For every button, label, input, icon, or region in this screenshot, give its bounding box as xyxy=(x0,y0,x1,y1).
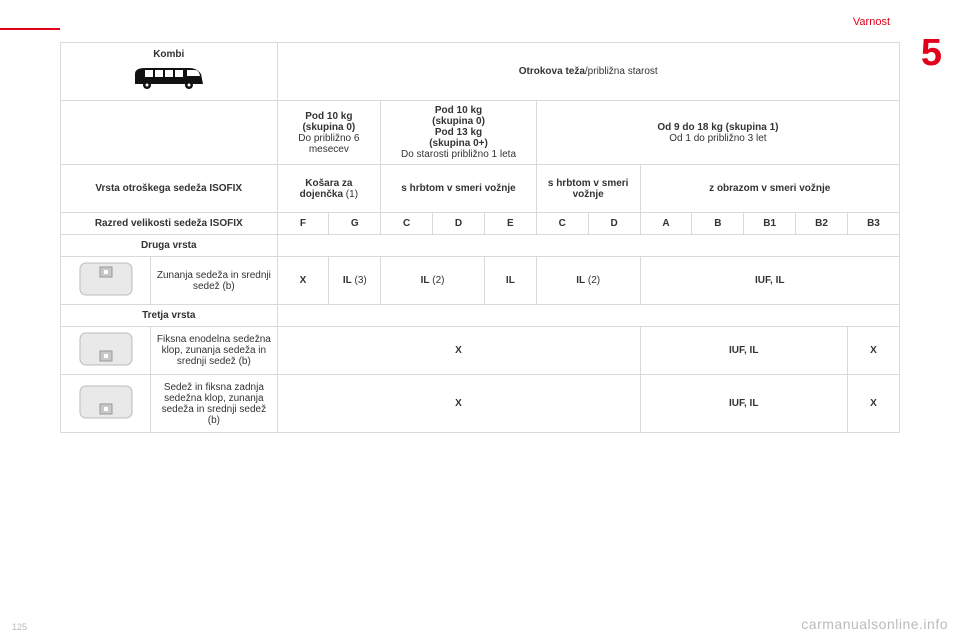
row3b-c1: X xyxy=(277,375,640,433)
row2-c6: IUF, IL xyxy=(640,257,899,305)
row2-data: Zunanja sedeža in srednji sedež (b) X IL… xyxy=(61,257,900,305)
row3b-data: Sedež in fiksna zadnja sedežna klop, zun… xyxy=(61,375,900,433)
g2-l5: Do starosti približno 1 leta xyxy=(385,149,532,160)
row2-c5: IL (2) xyxy=(536,257,640,305)
row3b-c3: X xyxy=(847,375,899,433)
row3a-c3: X xyxy=(847,327,899,375)
empty-cell xyxy=(61,101,278,165)
row2-c2: IL (3) xyxy=(329,257,381,305)
carrier-l2-b: dojenčka xyxy=(300,189,343,200)
size-D2: D xyxy=(588,213,640,235)
row3b-seat-desc: Sedež in fiksna zadnja sedežna klop, zun… xyxy=(151,375,277,433)
size-A: A xyxy=(640,213,692,235)
size-G: G xyxy=(329,213,381,235)
weight-header-rest: /približna starost xyxy=(585,66,658,77)
g3-l1: Od 9 do 18 kg (skupina 1) xyxy=(541,122,895,133)
row2-c2-s: (3) xyxy=(352,275,367,286)
row3-header: Tretja vrsta xyxy=(61,305,900,327)
isofix-table: Kombi Otrokova teža/približna starost xyxy=(60,42,900,433)
row2-c5-b: IL xyxy=(576,275,585,286)
size-B1: B1 xyxy=(744,213,796,235)
row3a-seat-desc: Fiksna enodelna sedežna klop, zunanja se… xyxy=(151,327,277,375)
row2-empty xyxy=(277,235,900,257)
accent-bar xyxy=(0,28,60,30)
carrier-l2: dojenčka (1) xyxy=(282,189,377,200)
kombi-label: Kombi xyxy=(65,49,273,60)
page-number: 125 xyxy=(12,622,27,632)
g2-l3: Pod 13 kg xyxy=(385,127,532,138)
row2-c1: X xyxy=(277,257,329,305)
van-icon xyxy=(131,60,207,95)
g1-l1: Pod 10 kg xyxy=(282,111,377,122)
size-B2: B2 xyxy=(796,213,848,235)
g2-l4: (skupina 0+) xyxy=(385,138,532,149)
header-row-2: Pod 10 kg (skupina 0) Do približno 6 mes… xyxy=(61,101,900,165)
row3a-c1: X xyxy=(277,327,640,375)
size-D1: D xyxy=(433,213,485,235)
size-E: E xyxy=(484,213,536,235)
rear-facing-2: s hrbtom v smeri vožnje xyxy=(536,165,640,213)
g2-l1: Pod 10 kg xyxy=(385,105,532,116)
row2-c3: IL (2) xyxy=(381,257,485,305)
header-row-1: Kombi Otrokova teža/približna starost xyxy=(61,43,900,101)
g3-l2: Od 1 do približno 3 let xyxy=(541,133,895,144)
size-B: B xyxy=(692,213,744,235)
row2-seat-icon xyxy=(61,257,151,305)
row2-c4: IL xyxy=(484,257,536,305)
g2-l2: (skupina 0) xyxy=(385,116,532,127)
table-container: Kombi Otrokova teža/približna starost xyxy=(60,42,900,433)
weight-header-cell: Otrokova teža/približna starost xyxy=(277,43,900,101)
row2-seat-desc: Zunanja sedeža in srednji sedež (b) xyxy=(151,257,277,305)
section-label: Varnost xyxy=(853,16,890,28)
row2-label: Druga vrsta xyxy=(61,235,278,257)
weight-header-bold: Otrokova teža xyxy=(519,66,585,77)
rear-facing-1: s hrbtom v smeri vožnje xyxy=(381,165,537,213)
isofix-type-label: Vrsta otroškega sedeža ISOFIX xyxy=(61,165,278,213)
row2-c3-b: IL xyxy=(421,275,430,286)
row3b-seat-icon xyxy=(61,375,151,433)
carrier-l2-r: (1) xyxy=(343,189,358,200)
row3a-c2: IUF, IL xyxy=(640,327,847,375)
forward-facing: z obrazom v smeri vožnje xyxy=(640,165,899,213)
size-class-row: Razred velikosti sedeža ISOFIX F G C D E… xyxy=(61,213,900,235)
weight-group-3: Od 9 do 18 kg (skupina 1) Od 1 do pribli… xyxy=(536,101,899,165)
isofix-size-label: Razred velikosti sedeža ISOFIX xyxy=(61,213,278,235)
row3-empty xyxy=(277,305,900,327)
row3a-data: Fiksna enodelna sedežna klop, zunanja se… xyxy=(61,327,900,375)
weight-group-1: Pod 10 kg (skupina 0) Do približno 6 mes… xyxy=(277,101,381,165)
size-C1: C xyxy=(381,213,433,235)
row3b-c2: IUF, IL xyxy=(640,375,847,433)
size-C2: C xyxy=(536,213,588,235)
g1-l2: (skupina 0) xyxy=(282,122,377,133)
row3a-seat-icon xyxy=(61,327,151,375)
row2-c2-b: IL xyxy=(343,275,352,286)
carrier-l1: Košara za xyxy=(282,178,377,189)
g1-l3: Do približno 6 mesecev xyxy=(282,133,377,155)
watermark: carmanualsonline.info xyxy=(801,616,948,632)
size-B3: B3 xyxy=(847,213,899,235)
seat-type-row: Vrsta otroškega sedeža ISOFIX Košara za … xyxy=(61,165,900,213)
size-F: F xyxy=(277,213,329,235)
chapter-number: 5 xyxy=(921,34,942,72)
carrier-cell: Košara za dojenčka (1) xyxy=(277,165,381,213)
kombi-cell: Kombi xyxy=(61,43,278,101)
weight-group-2: Pod 10 kg (skupina 0) Pod 13 kg (skupina… xyxy=(381,101,537,165)
row2-c5-s: (2) xyxy=(585,275,600,286)
row2-header: Druga vrsta xyxy=(61,235,900,257)
row3-label: Tretja vrsta xyxy=(61,305,278,327)
row2-c3-s: (2) xyxy=(430,275,445,286)
